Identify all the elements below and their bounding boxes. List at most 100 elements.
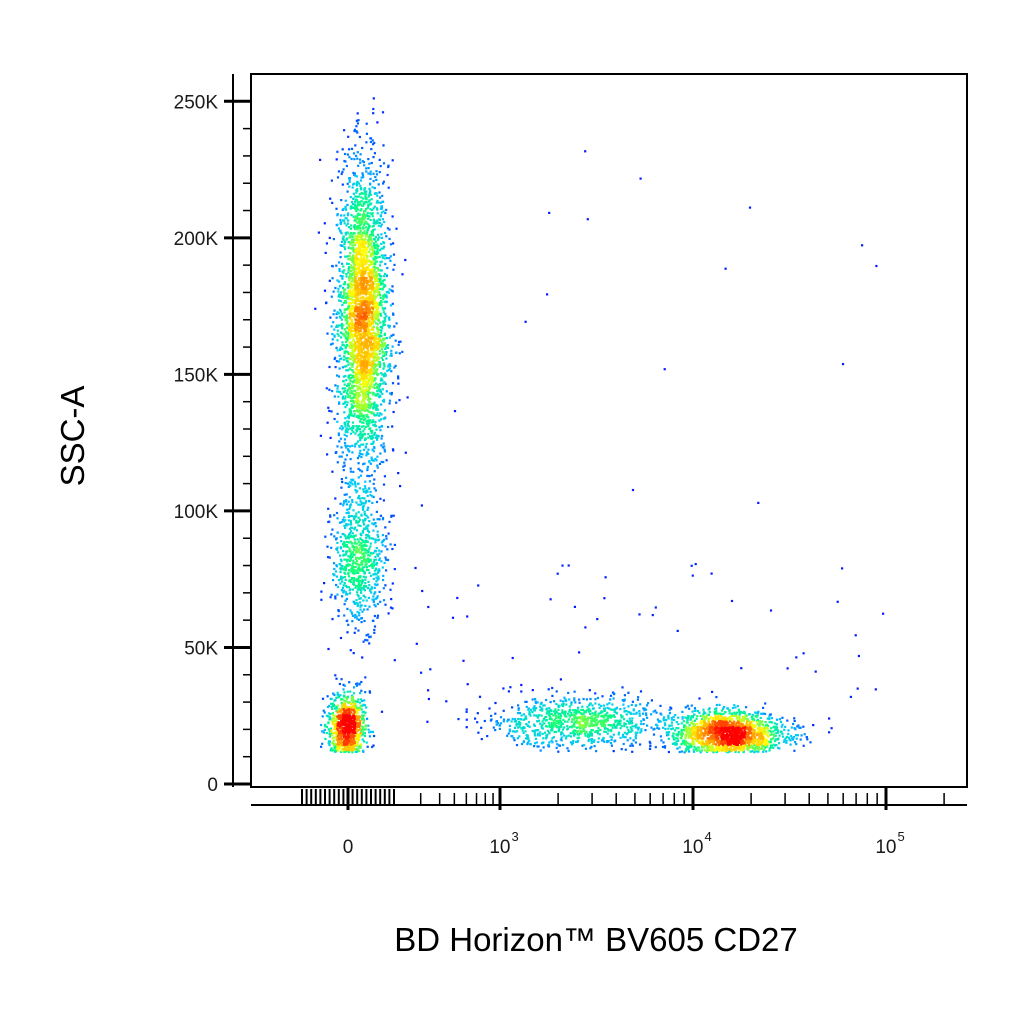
event-dot [329, 436, 332, 439]
event-dot [372, 573, 375, 576]
event-dot [623, 725, 626, 728]
event-dot [636, 731, 639, 734]
event-dot [343, 520, 346, 523]
event-dot [659, 704, 662, 707]
event-dot [351, 451, 354, 454]
event-dot [354, 260, 357, 263]
event-dot [346, 283, 350, 286]
event-dot [357, 737, 360, 740]
event-dot [375, 576, 378, 579]
event-dot [389, 392, 392, 395]
event-dot [355, 125, 358, 128]
event-dot [337, 334, 340, 337]
event-dot [357, 380, 361, 384]
event-dot [348, 580, 351, 583]
event-dot [382, 285, 386, 289]
event-dot [375, 408, 378, 411]
event-dot [373, 331, 376, 334]
event-dot [671, 727, 674, 730]
event-dot [350, 698, 354, 701]
event-dot [696, 722, 699, 725]
event-dot [516, 730, 519, 733]
event-dot [601, 715, 604, 718]
event-dot [351, 298, 354, 301]
event-dot [380, 206, 384, 209]
event-dot [362, 599, 365, 602]
event-dot [695, 728, 698, 731]
event-dot [378, 264, 382, 267]
event-dot [670, 724, 673, 727]
event-dot [561, 709, 564, 712]
event-dot [361, 718, 364, 721]
event-dot [369, 462, 372, 465]
event-dot [383, 316, 386, 319]
event-dot [358, 709, 361, 712]
event-dot [381, 218, 384, 221]
event-dot [369, 212, 372, 215]
event-dot [339, 218, 342, 221]
event-dot [772, 733, 775, 736]
event-dot [355, 130, 358, 133]
event-dot [360, 591, 363, 594]
event-dot [385, 274, 388, 278]
event-dot [367, 235, 370, 238]
event-dot [331, 333, 334, 336]
event-dot [574, 701, 577, 704]
event-dot [580, 712, 583, 716]
event-dot [367, 422, 370, 425]
event-dot [378, 590, 381, 593]
event-dot [390, 352, 393, 355]
event-dot [347, 219, 350, 222]
event-dot [588, 716, 592, 719]
event-dot [345, 273, 348, 276]
event-dot [363, 428, 366, 431]
event-dot [364, 604, 367, 607]
event-dot [773, 726, 776, 729]
event-dot [692, 725, 695, 728]
event-dot [542, 704, 545, 707]
event-dot [347, 286, 350, 289]
event-dot [351, 321, 354, 324]
event-dot [357, 239, 360, 242]
event-dot [609, 724, 612, 727]
event-dot [549, 701, 552, 704]
event-dot [373, 573, 376, 576]
event-dot [759, 720, 762, 723]
event-dot [713, 712, 716, 715]
event-dot [373, 291, 376, 294]
event-dot [354, 485, 357, 488]
event-dot [710, 744, 713, 747]
event-dot [558, 715, 561, 718]
event-dot [359, 692, 362, 695]
event-dot [359, 449, 362, 452]
event-dot [373, 446, 376, 449]
event-dot [744, 714, 747, 717]
event-dot [382, 324, 385, 327]
event-dot [321, 697, 325, 700]
event-dot [376, 438, 379, 441]
event-dot [336, 747, 339, 750]
event-dot [327, 406, 330, 409]
event-dot [361, 497, 364, 500]
event-dot [572, 718, 575, 721]
event-dot [360, 243, 363, 247]
event-dot [600, 710, 603, 713]
event-dot [516, 737, 519, 740]
event-dot [689, 743, 692, 746]
event-dot [355, 546, 358, 549]
event-dot [676, 629, 679, 632]
event-dot [383, 332, 386, 335]
event-dot [352, 225, 356, 229]
event-dot [336, 445, 339, 448]
event-dot [341, 303, 344, 307]
event-dot [607, 723, 610, 727]
event-dot [339, 284, 342, 287]
event-dot [369, 490, 372, 493]
event-dot [356, 112, 359, 115]
event-dot [533, 714, 536, 717]
event-dot [343, 281, 347, 284]
event-dot [348, 484, 351, 487]
event-dot [357, 595, 360, 598]
event-dot [375, 251, 378, 255]
event-dot [533, 709, 536, 712]
